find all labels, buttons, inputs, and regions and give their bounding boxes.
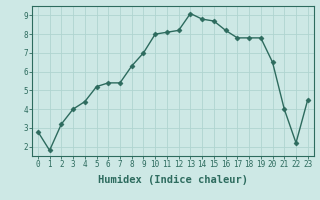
X-axis label: Humidex (Indice chaleur): Humidex (Indice chaleur) — [98, 175, 248, 185]
